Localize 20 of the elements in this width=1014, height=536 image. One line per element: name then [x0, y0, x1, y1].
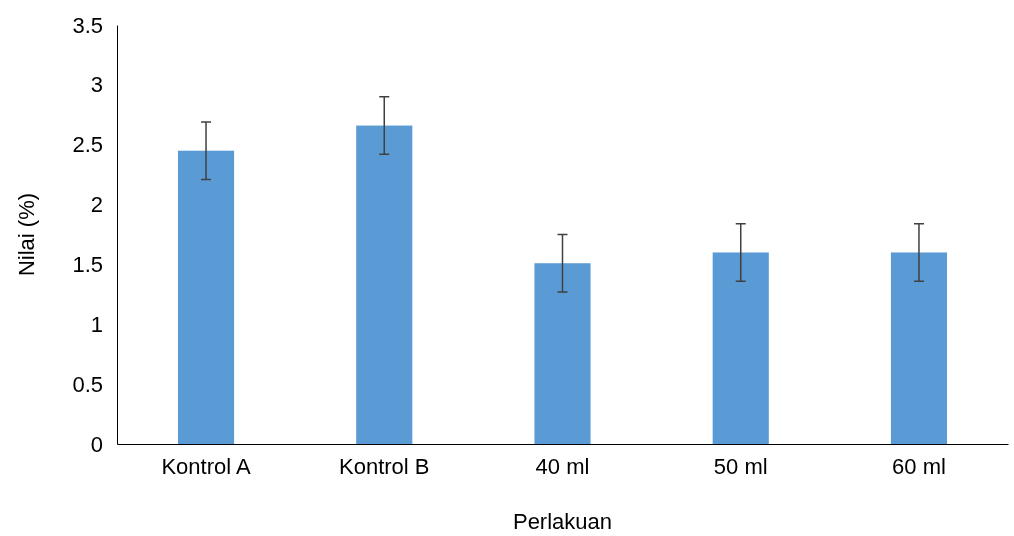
- x-tick-label: Kontrol B: [339, 453, 430, 479]
- bar: [177, 150, 235, 444]
- bar: [890, 252, 948, 444]
- y-tick-label: 2.5: [72, 132, 103, 158]
- y-axis-title: Nilai (%): [14, 192, 39, 277]
- x-tick-label: 40 ml: [535, 453, 590, 479]
- y-tick-label: 2: [90, 192, 103, 218]
- x-tick-label: Kontrol A: [161, 453, 251, 479]
- x-tick-label: 50 ml: [713, 453, 768, 479]
- y-tick-label: 1.5: [72, 251, 103, 277]
- bar: [356, 125, 413, 444]
- y-tick-label: 3.5: [72, 12, 103, 38]
- bar: [534, 263, 591, 444]
- y-tick-label: 0: [90, 431, 103, 457]
- x-axis-title: Perlakuan: [512, 509, 613, 534]
- x-tick-label: 60 ml: [892, 453, 946, 479]
- y-tick-label: 0.5: [72, 371, 103, 397]
- y-tick-label: 3: [90, 72, 103, 98]
- y-tick-label: 1: [90, 311, 103, 337]
- bar: [712, 252, 769, 444]
